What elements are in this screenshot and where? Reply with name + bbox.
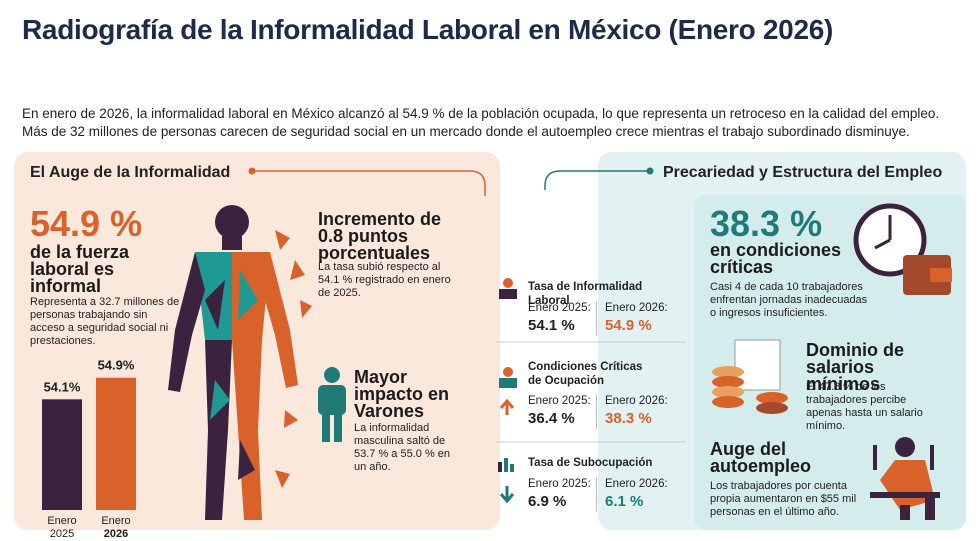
card-separator [596,478,597,512]
big-stat: 38.3 % [710,203,823,244]
coins-icon [712,339,788,414]
card-value: 38.3 % [605,410,652,427]
stat-desc: Casi 4 de cada 10 trabajadores enfrentan… [710,281,868,319]
bar [96,377,136,510]
wages-title: Dominio de salarios mínimos [806,340,904,394]
card-label: Enero 2026: [605,395,668,407]
page-title: Radiografía de la Informalidad Laboral e… [22,14,834,45]
card-value: 36.4 % [528,410,575,427]
big-stat: 54.9 % [30,203,143,244]
bar-value-label: 54.1% [44,379,81,394]
card-separator [596,395,597,429]
stat-label: en condiciones críticas [710,240,842,277]
man-icon [318,367,346,442]
card-value: 54.9 % [605,317,652,334]
bar-chart: 54.1% Enero 2025 54.9% Enero 2026 [42,358,136,540]
connector-dot [646,167,654,175]
card-label: Enero 2025: [528,478,591,490]
wages-desc: El 47.8 % de los trabajadores percibe ap… [806,381,923,432]
clock-icon [853,203,952,295]
card-icons [498,278,517,504]
worker-icon [870,437,940,520]
self-title: Auge del autoempleo [710,439,812,476]
self-desc: Los trabajadores por cuenta propia aumen… [710,480,857,518]
men-desc: La informalidad masculina saltó de 53.7 … [354,422,451,473]
x-category-label: Enero 2026 [101,515,130,540]
x-category-label: Enero 2025 [47,515,76,540]
bar-value-label: 54.9% [98,358,135,373]
card-value: 6.9 % [528,493,567,510]
intro-text: En enero de 2026, la informalidad labora… [22,106,940,139]
men-title: Mayor impacto en Varones [354,367,450,421]
connector [544,170,650,190]
stat-desc: Representa a 32.7 millones de personas t… [30,296,180,347]
human-figure [168,205,312,520]
card-label: Enero 2026: [605,478,668,490]
card-value: 54.1 % [528,317,575,334]
card-label: Enero 2025: [528,395,591,407]
card-separator [596,302,597,336]
card-value: 6.1 % [605,493,644,510]
connector [252,170,486,196]
card-title: Tasa de Subocupación [528,457,653,469]
stat-label: de la fuerza laboral es informal [30,242,130,296]
card-title: Tasa de Informalidad Laboral [528,281,643,307]
bar [42,399,82,510]
connector-dot [248,167,256,175]
card-label: Enero 2025: [528,302,591,314]
section-heading: El Auge de la Informalidad [30,164,231,181]
card-label: Enero 2026: [605,302,668,314]
card-title: Condiciones Críticas de Ocupación [528,361,643,387]
section-heading: Precariedad y Estructura del Empleo [663,164,943,181]
increment-desc: La tasa subió respecto al 54.1 % registr… [318,261,451,299]
increment-title: Incremento de 0.8 puntos porcentuales [318,209,442,263]
